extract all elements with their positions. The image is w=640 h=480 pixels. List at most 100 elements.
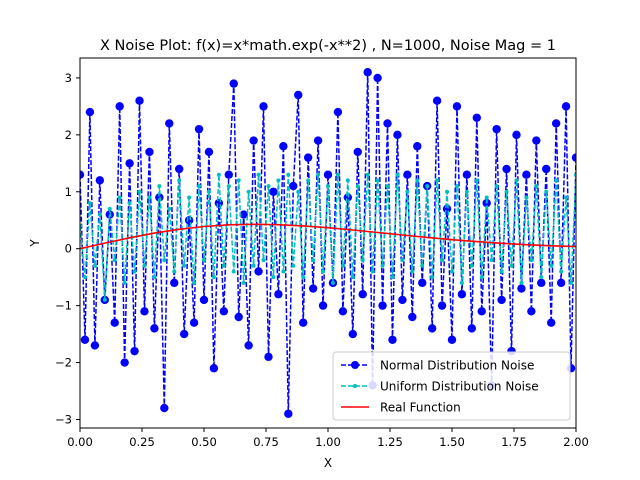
uniform-noise-point [187, 195, 192, 200]
uniform-noise-point [221, 263, 226, 268]
normal-noise-point [517, 284, 526, 293]
x-tick-label: 0.75 [253, 435, 279, 449]
normal-noise-point [427, 324, 437, 333]
uniform-noise-point [87, 201, 92, 206]
normal-noise-point [179, 329, 189, 339]
uniform-noise-point [316, 172, 321, 177]
normal-noise-point [363, 68, 372, 77]
uniform-noise-point [440, 258, 445, 263]
normal-noise-point [194, 124, 204, 134]
normal-noise-point [388, 335, 397, 344]
normal-noise-point [165, 119, 174, 128]
uniform-noise-point [326, 184, 330, 189]
legend-normal-marker [351, 361, 359, 369]
uniform-noise-point [182, 263, 187, 268]
normal-noise-point [150, 324, 159, 333]
uniform-noise-point [420, 263, 425, 268]
normal-noise-point [289, 181, 298, 191]
uniform-noise-point [375, 178, 380, 183]
normal-noise-point [120, 358, 129, 367]
uniform-noise-point [340, 263, 345, 268]
uniform-noise-point [211, 275, 216, 280]
normal-noise-point [125, 159, 134, 168]
normal-noise-point [130, 346, 139, 356]
normal-noise-point [135, 96, 144, 105]
uniform-noise-point [107, 206, 112, 211]
uniform-noise-point [430, 275, 435, 280]
normal-noise-point [175, 164, 184, 174]
uniform-noise-point [489, 258, 494, 263]
normal-noise-point [160, 403, 169, 413]
normal-noise-point [542, 164, 551, 174]
normal-noise-point [294, 90, 303, 100]
normal-noise-point [522, 170, 531, 179]
normal-noise-point [209, 364, 219, 373]
uniform-noise-point [554, 178, 559, 183]
normal-noise-point [284, 409, 293, 418]
normal-noise-point [323, 170, 333, 179]
normal-noise-point [462, 170, 472, 179]
uniform-noise-point [152, 275, 157, 280]
uniform-noise-point [251, 263, 256, 268]
y-tick-label: −3 [55, 412, 72, 426]
uniform-noise-point [311, 258, 316, 263]
uniform-noise-point [112, 258, 117, 263]
uniform-noise-point [102, 297, 107, 302]
uniform-noise-point [390, 275, 395, 280]
uniform-noise-point [425, 184, 430, 189]
normal-noise-point [95, 176, 105, 185]
y-tick-label: 3 [65, 71, 72, 85]
uniform-noise-point [122, 280, 127, 285]
uniform-noise-point [216, 172, 221, 177]
uniform-noise-point [246, 189, 251, 194]
x-axis: 0.00 0.25 0.50 0.75 1.00 1.25 1.50 1.75 2.00 [67, 428, 589, 449]
uniform-noise-point [544, 189, 549, 194]
normal-noise-point [551, 119, 561, 128]
x-tick-label: 0.50 [191, 435, 217, 449]
normal-noise-point [155, 193, 164, 202]
normal-noise-point [318, 301, 328, 310]
normal-noise-point [492, 124, 501, 134]
normal-noise-point [477, 307, 486, 316]
legend-uniform-marker [353, 384, 357, 388]
uniform-noise-point [514, 178, 519, 183]
normal-noise-point [373, 73, 382, 83]
uniform-noise-point [450, 269, 454, 274]
normal-noise-point [308, 284, 318, 293]
uniform-noise-point [345, 178, 350, 183]
uniform-noise-point [271, 275, 276, 280]
uniform-noise-point [330, 280, 335, 285]
normal-noise-point [393, 130, 402, 140]
uniform-noise-line [80, 174, 576, 300]
uniform-noise-point [370, 269, 375, 274]
uniform-noise-point [202, 258, 206, 263]
normal-noise-point [333, 107, 343, 117]
uniform-noise-point [504, 189, 509, 194]
normal-noise-point [90, 341, 100, 350]
normal-noise-point [398, 295, 407, 305]
normal-noise-point [527, 307, 536, 316]
chart-title: X Noise Plot: f(x)=x*math.exp(-x**2) , N… [100, 38, 556, 54]
uniform-noise-point [479, 275, 484, 280]
normal-noise-point [457, 290, 467, 299]
uniform-noise-point [355, 184, 360, 189]
uniform-noise-point [559, 269, 564, 274]
normal-noise-point [556, 278, 566, 288]
normal-noise-point [110, 318, 119, 327]
uniform-noise-point [261, 258, 266, 263]
uniform-noise-point [499, 269, 504, 274]
normal-noise-point [234, 312, 243, 322]
legend: Normal Distribution Noise Uniform Distrib… [332, 351, 571, 421]
uniform-noise-point [365, 172, 370, 177]
normal-noise-point [571, 153, 576, 162]
normal-noise-point [249, 136, 258, 145]
x-tick-label: 0.25 [129, 435, 155, 449]
y-axis-label: Y [28, 239, 42, 248]
y-tick-label: 0 [65, 242, 72, 256]
y-tick-label: 1 [65, 185, 72, 199]
uniform-noise-point [132, 269, 137, 274]
normal-noise-point [214, 198, 224, 208]
uniform-noise-point [464, 189, 469, 194]
uniform-noise-point [534, 184, 539, 189]
normal-noise-point [145, 147, 154, 157]
